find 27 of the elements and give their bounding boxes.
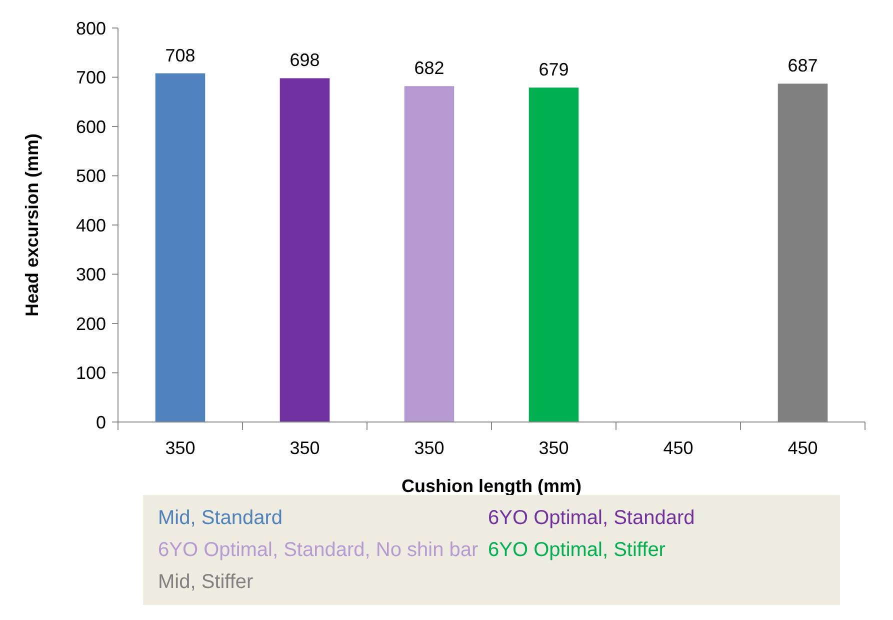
text: Mid, Stiffer [158,571,254,593]
y-tick-label: 600 [76,116,106,137]
y-tick-label: 800 [76,18,106,38]
text: Mid, Standard [158,507,283,529]
data-label: 679 [538,60,569,80]
x-tick-label: 350 [165,438,196,458]
data-label: 687 [788,56,818,76]
y-tick-label: 700 [76,68,106,88]
y-axis-title: Head excursion (mm) [22,133,42,317]
data-label: 698 [290,50,320,70]
x-axis-title: Cushion length (mm) [402,476,582,496]
x-tick-label: 350 [290,438,320,458]
y-tick-label: 100 [76,363,106,384]
data-label: 708 [165,45,196,66]
x-tick-label: 350 [414,438,444,458]
text: 6YO Optimal, Standard [488,507,695,529]
y-tick-label: 200 [76,314,106,334]
y-tick-label: 500 [76,166,106,186]
x-tick-label: 350 [538,438,569,458]
x-tick-label: 450 [663,438,694,458]
data-label: 682 [414,58,444,78]
y-tick-label: 400 [76,215,106,236]
x-tick-label: 450 [788,438,818,458]
text: 6YO Optimal, Stiffer [488,539,666,561]
y-tick-label: 0 [96,412,106,432]
y-tick-label: 300 [76,264,106,285]
text: 6YO Optimal, Standard, No shin bar [158,539,478,561]
